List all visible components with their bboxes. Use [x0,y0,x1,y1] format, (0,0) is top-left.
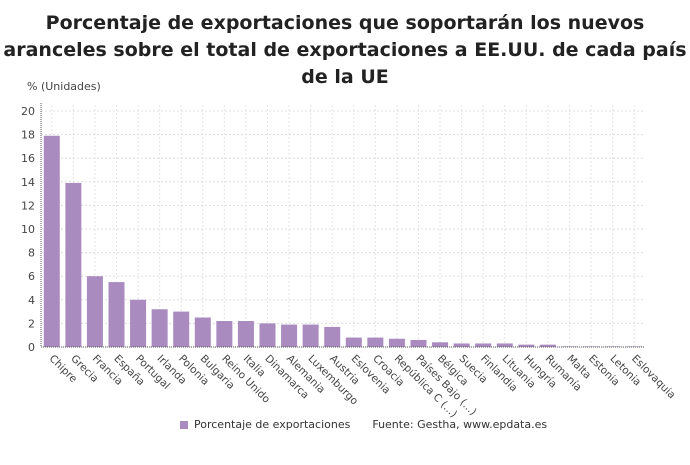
y-tick-label: 20 [21,105,35,118]
bar [324,326,341,347]
bar [496,343,513,347]
bar [237,321,254,347]
bar [367,337,384,347]
bar [259,323,276,347]
bar [65,182,82,347]
bar [432,342,449,347]
y-tick-label: 0 [28,341,35,354]
bar [302,324,319,347]
y-tick-label: 8 [28,247,35,260]
chart-title: Porcentaje de exportaciones que soportar… [3,12,687,88]
bar [410,339,427,347]
bar [216,321,233,347]
bar [130,299,147,347]
y-tick-label: 4 [28,294,35,307]
bar [108,282,125,347]
y-tick-label: 10 [21,223,35,236]
y-tick-label: 18 [21,129,35,142]
bar [345,337,362,347]
bar [173,311,190,347]
y-tick-label: 2 [28,317,35,330]
bar [604,346,621,347]
bar [453,343,470,347]
y-tick-label: 12 [21,199,35,212]
bar [151,309,168,347]
y-tick-label: 14 [21,176,35,189]
bar [86,276,103,347]
bar [388,338,405,347]
bar [539,344,556,347]
legend-label: Porcentaje de exportaciones [194,418,351,431]
bar [281,324,298,347]
bar [43,135,60,347]
source-text: Fuente: Gestha, www.epdata.es [372,418,548,431]
y-tick-label: 6 [28,270,35,283]
legend: Porcentaje de exportaciones Fuente: Gest… [180,418,547,431]
legend-swatch [180,420,188,429]
bar [475,343,492,347]
bar [518,344,535,347]
y-tick-label: 16 [21,152,35,165]
bar [626,346,643,347]
bar [194,317,211,347]
y-axis-label: % (Unidades) [27,80,101,93]
